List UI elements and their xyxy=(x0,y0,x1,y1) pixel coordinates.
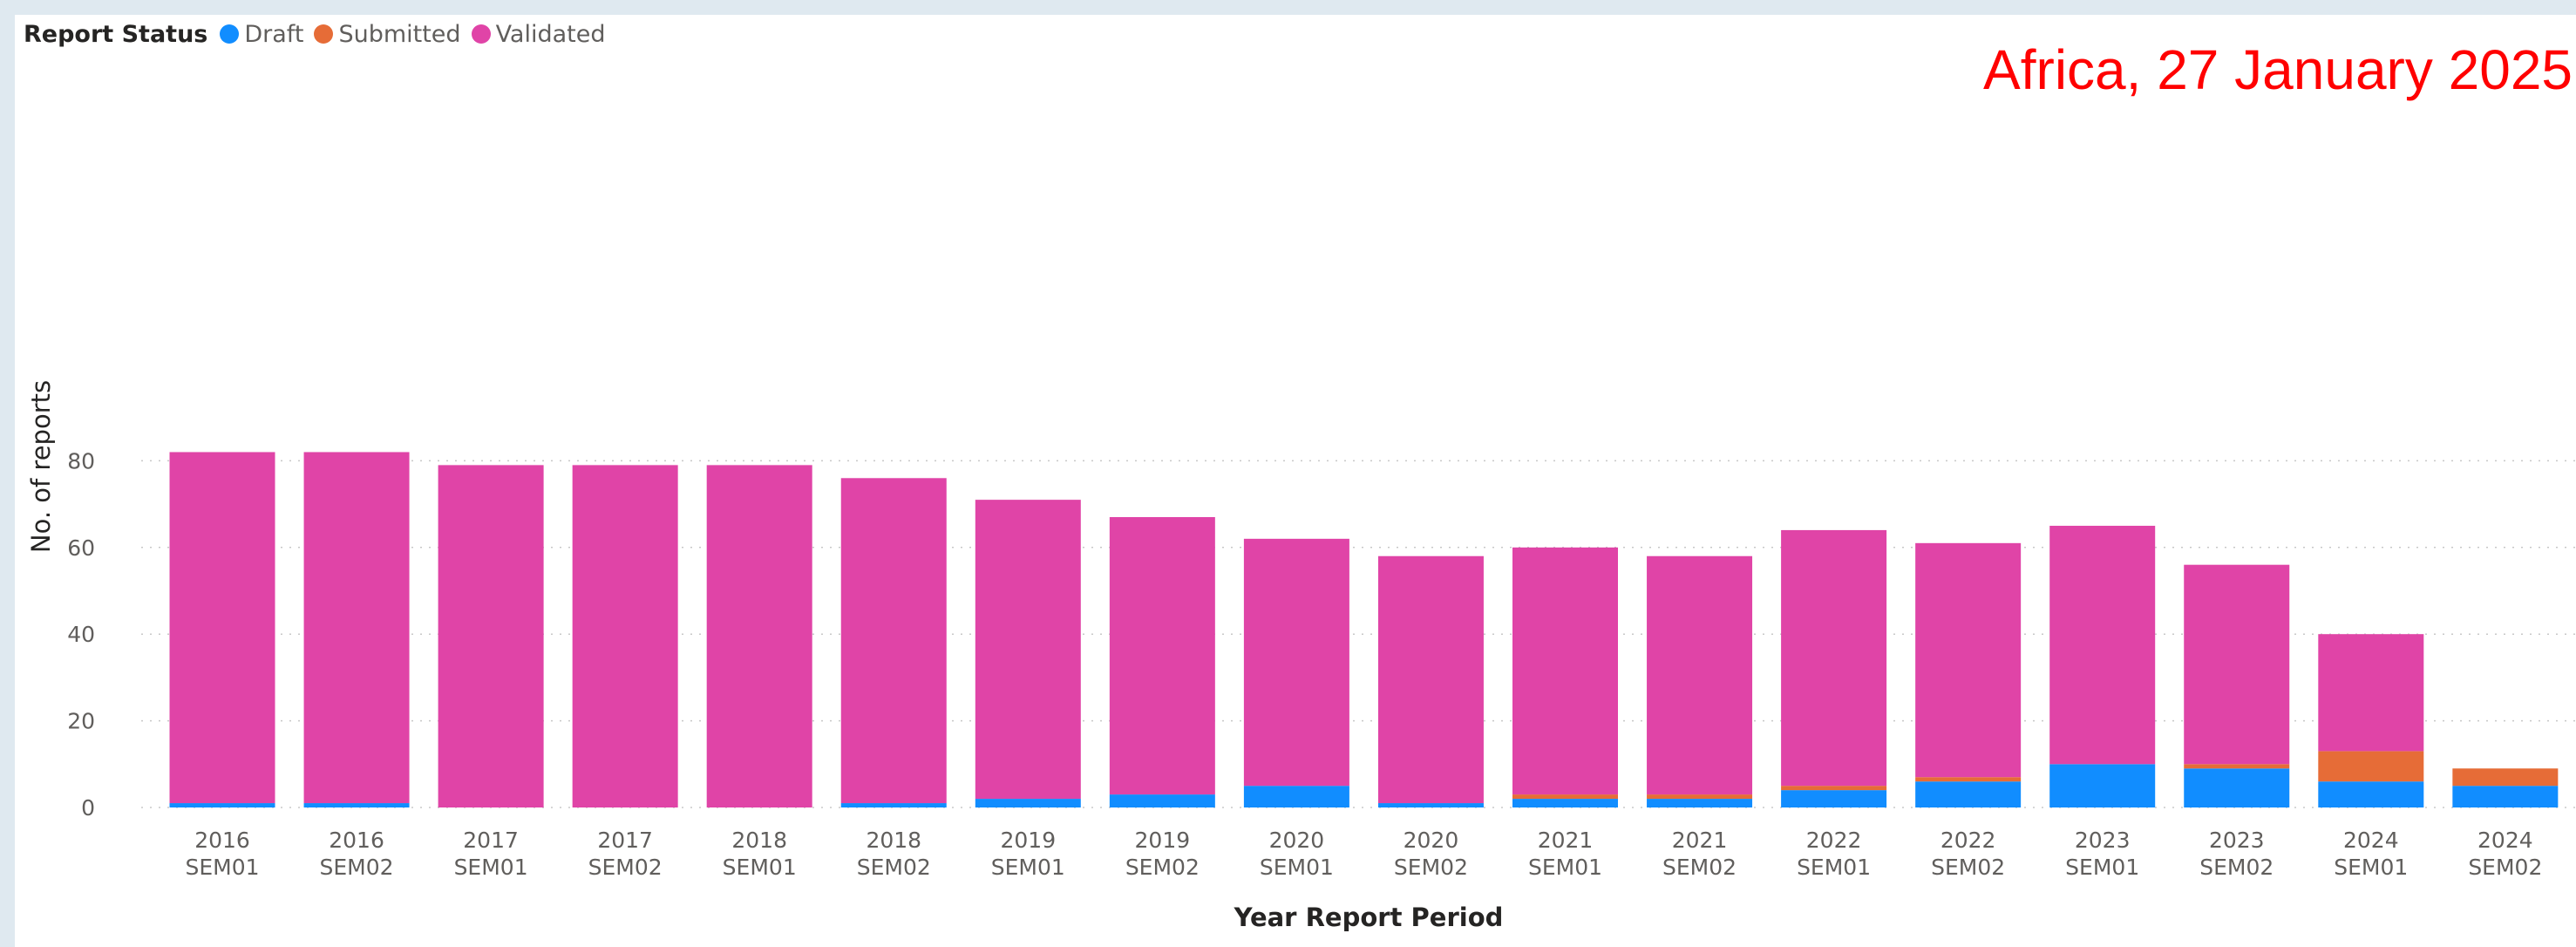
bar-submitted-2021-sem01[interactable] xyxy=(1512,794,1618,800)
bar-submitted-2023-sem02[interactable] xyxy=(2184,764,2290,769)
bar-validated-2020-sem02[interactable] xyxy=(1377,555,1484,804)
x-tick-label-2021-sem02-period: SEM02 xyxy=(1662,855,1737,880)
legend-item-submitted[interactable]: Submitted xyxy=(314,20,461,48)
bar-validated-2018-sem01[interactable] xyxy=(706,465,812,807)
bar-draft-2024-sem02[interactable] xyxy=(2452,786,2559,807)
bar-validated-2022-sem02[interactable] xyxy=(1915,542,2022,778)
y-axis-label: No. of reports xyxy=(26,380,56,553)
x-tick-label-2017-sem01-period: SEM01 xyxy=(454,855,528,880)
bar-submitted-2022-sem02[interactable] xyxy=(1915,777,2022,782)
x-tick-label-2020-sem02-year: 2020 xyxy=(1404,828,1459,853)
x-tick-label-2024-sem02-period: SEM02 xyxy=(2468,855,2542,880)
bar-draft-2016-sem01[interactable] xyxy=(169,803,275,807)
bar-validated-2017-sem02[interactable] xyxy=(572,465,678,807)
x-tick-label-2023-sem01-period: SEM01 xyxy=(2065,855,2139,880)
x-tick-label-2019-sem02-period: SEM02 xyxy=(1125,855,1200,880)
bar-validated-2023-sem02[interactable] xyxy=(2184,564,2290,765)
x-tick-label-2021-sem01-period: SEM01 xyxy=(1528,855,1602,880)
x-tick-label-2017-sem01-year: 2017 xyxy=(463,828,519,853)
bar-draft-2020-sem01[interactable] xyxy=(1243,786,1349,807)
legend-swatch-draft xyxy=(220,24,240,44)
bar-submitted-2024-sem02[interactable] xyxy=(2452,768,2559,787)
bar-draft-2022-sem01[interactable] xyxy=(1781,790,1887,807)
x-tick-label-2018-sem02-year: 2018 xyxy=(866,828,921,853)
x-tick-label-2022-sem01-period: SEM01 xyxy=(1797,855,1871,880)
y-tick-label-60: 60 xyxy=(67,535,95,561)
x-tick-label-2017-sem02-period: SEM02 xyxy=(588,855,663,880)
bar-submitted-2024-sem01[interactable] xyxy=(2318,751,2424,782)
bar-validated-2023-sem01[interactable] xyxy=(2049,525,2156,765)
bar-validated-2021-sem01[interactable] xyxy=(1512,547,1618,795)
bar-draft-2021-sem01[interactable] xyxy=(1512,799,1618,807)
x-tick-label-2020-sem01-period: SEM01 xyxy=(1260,855,1334,880)
legend-label-validated: Validated xyxy=(495,20,606,48)
bar-draft-2020-sem02[interactable] xyxy=(1377,803,1484,807)
legend-swatch-validated xyxy=(471,24,491,44)
x-tick-label-2021-sem01-year: 2021 xyxy=(1538,828,1594,853)
x-tick-label-2023-sem02-year: 2023 xyxy=(2209,828,2265,853)
x-tick-label-2023-sem02-period: SEM02 xyxy=(2199,855,2274,880)
y-tick-label-40: 40 xyxy=(67,622,95,647)
bar-draft-2022-sem02[interactable] xyxy=(1915,781,2022,807)
legend-item-validated[interactable]: Validated xyxy=(471,20,606,48)
bars xyxy=(169,452,2559,807)
bar-validated-2020-sem01[interactable] xyxy=(1243,538,1349,787)
bar-draft-2019-sem01[interactable] xyxy=(975,799,1081,807)
x-tick-label-2024-sem02-year: 2024 xyxy=(2477,828,2533,853)
bar-draft-2023-sem01[interactable] xyxy=(2049,764,2156,807)
bar-submitted-2022-sem01[interactable] xyxy=(1781,786,1887,791)
bar-validated-2019-sem02[interactable] xyxy=(1109,517,1215,795)
bar-validated-2016-sem01[interactable] xyxy=(169,452,275,804)
bar-submitted-2021-sem02[interactable] xyxy=(1647,794,1753,800)
bar-validated-2024-sem01[interactable] xyxy=(2318,634,2424,752)
x-tick-label-2016-sem01-year: 2016 xyxy=(194,828,250,853)
x-tick-label-2016-sem02-year: 2016 xyxy=(329,828,384,853)
bar-validated-2022-sem01[interactable] xyxy=(1781,529,1887,787)
bar-validated-2016-sem02[interactable] xyxy=(303,452,410,804)
legend-label-submitted: Submitted xyxy=(338,20,461,48)
bar-draft-2024-sem01[interactable] xyxy=(2318,781,2424,807)
y-tick-label-80: 80 xyxy=(67,448,95,474)
chart-frame: Report Status Draft Submitted Validated … xyxy=(15,15,2576,947)
bar-draft-2021-sem02[interactable] xyxy=(1647,799,1753,807)
bar-draft-2018-sem02[interactable] xyxy=(840,803,947,807)
bar-draft-2016-sem02[interactable] xyxy=(303,803,410,807)
x-tick-label-2020-sem02-period: SEM02 xyxy=(1394,855,1468,880)
bar-validated-2021-sem02[interactable] xyxy=(1647,555,1753,795)
x-tick-label-2022-sem02-year: 2022 xyxy=(1940,828,1996,853)
legend-swatch-submitted xyxy=(314,24,334,44)
bar-draft-2019-sem02[interactable] xyxy=(1109,794,1215,807)
y-tick-label-0: 0 xyxy=(81,795,95,821)
y-axis-ticks: 0 20 40 60 80 xyxy=(67,448,95,821)
x-tick-label-2023-sem01-year: 2023 xyxy=(2075,828,2131,853)
region-date-annotation: Africa, 27 January 2025 xyxy=(1983,38,2573,101)
x-tick-label-2017-sem02-year: 2017 xyxy=(597,828,653,853)
x-tick-label-2020-sem01-year: 2020 xyxy=(1269,828,1325,853)
bar-validated-2019-sem01[interactable] xyxy=(975,500,1081,800)
x-tick-label-2018-sem02-period: SEM02 xyxy=(857,855,931,880)
bar-draft-2023-sem02[interactable] xyxy=(2184,768,2290,807)
legend-title: Report Status xyxy=(24,20,208,48)
x-tick-label-2016-sem01-period: SEM01 xyxy=(185,855,259,880)
x-tick-label-2021-sem02-year: 2021 xyxy=(1672,828,1728,853)
y-tick-label-20: 20 xyxy=(67,709,95,734)
legend: Report Status Draft Submitted Validated xyxy=(24,17,616,51)
x-tick-label-2018-sem01-year: 2018 xyxy=(731,828,787,853)
x-tick-label-2016-sem02-period: SEM02 xyxy=(320,855,394,880)
x-tick-label-2018-sem01-period: SEM01 xyxy=(723,855,797,880)
legend-item-draft[interactable]: Draft xyxy=(220,21,303,48)
x-axis-label: Year Report Period xyxy=(1234,903,1504,932)
x-axis-ticks: 2016SEM012016SEM022017SEM012017SEM022018… xyxy=(185,828,2542,880)
x-tick-label-2019-sem01-period: SEM01 xyxy=(991,855,1065,880)
bar-validated-2018-sem02[interactable] xyxy=(840,478,947,804)
x-tick-label-2022-sem02-period: SEM02 xyxy=(1931,855,2005,880)
x-tick-label-2024-sem01-period: SEM01 xyxy=(2334,855,2408,880)
bar-validated-2017-sem01[interactable] xyxy=(438,465,544,807)
legend-label-draft: Draft xyxy=(244,20,304,48)
x-tick-label-2019-sem02-year: 2019 xyxy=(1135,828,1191,853)
x-tick-label-2022-sem01-year: 2022 xyxy=(1806,828,1862,853)
x-tick-label-2019-sem01-year: 2019 xyxy=(1000,828,1056,853)
x-tick-label-2024-sem01-year: 2024 xyxy=(2343,828,2399,853)
